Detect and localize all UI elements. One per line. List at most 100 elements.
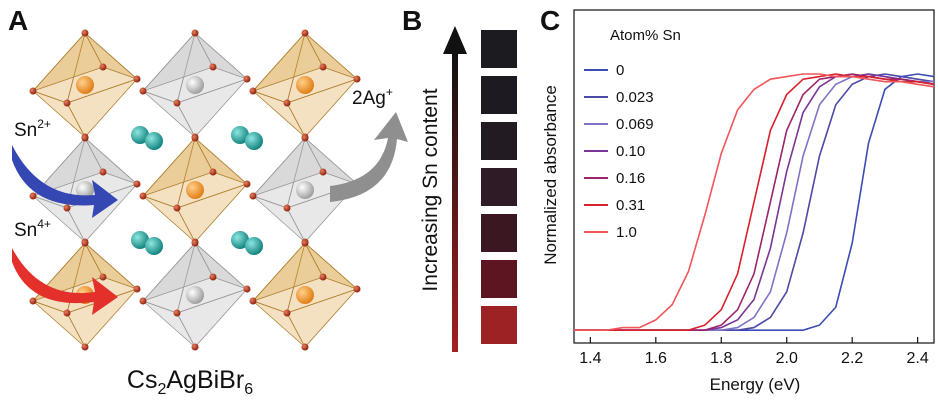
br-atom [30, 298, 37, 305]
br-atom [134, 286, 141, 293]
br-atom [82, 240, 89, 247]
br-atom [250, 193, 257, 200]
b-site-atom [186, 286, 204, 304]
b-site-atom [186, 181, 204, 199]
label-text: Sn [14, 220, 37, 241]
color-swatch [481, 260, 517, 298]
br-atom [244, 76, 251, 83]
arrow-shaft [452, 52, 458, 352]
br-atom [174, 310, 181, 317]
color-swatch [481, 76, 517, 114]
br-atom [302, 240, 309, 247]
x-tick-label: 1.4 [579, 350, 601, 367]
legend-label: 1.0 [616, 224, 637, 241]
panel-label: A [8, 5, 28, 36]
legend-title: Atom% Sn [610, 27, 681, 44]
br-atom [140, 193, 147, 200]
br-atom [284, 100, 291, 107]
x-tick-label: 2.4 [907, 350, 929, 367]
br-atom [320, 169, 327, 176]
br-atom [244, 286, 251, 293]
b-site-atom [76, 76, 94, 94]
x-tick-label: 2.0 [776, 350, 798, 367]
formula-part: AgBiBr [166, 366, 244, 394]
br-atom [174, 100, 181, 107]
subscript: 2 [157, 381, 166, 398]
formula: Cs2AgBiBr6 [127, 366, 253, 398]
cs-atom [245, 132, 263, 150]
b-site-atom [296, 181, 314, 199]
superscript: + [386, 85, 393, 99]
x-tick-label: 1.6 [645, 350, 667, 367]
b-site-atom [186, 76, 204, 94]
label-text: 2Ag [352, 88, 386, 109]
ag-label: 2Ag+ [352, 85, 393, 109]
br-atom [82, 344, 89, 351]
legend-label: 0.10 [616, 143, 645, 160]
br-atom [134, 76, 141, 83]
br-atom [192, 240, 199, 247]
br-atom [284, 205, 291, 212]
br-atom [244, 181, 251, 188]
br-atom [30, 88, 37, 95]
br-atom [140, 298, 147, 305]
x-tick-label: 1.8 [710, 350, 732, 367]
br-atom [302, 30, 309, 37]
br-atom [192, 344, 199, 351]
cs-atom [245, 237, 263, 255]
legend-label: 0.069 [616, 116, 654, 133]
br-atom [100, 274, 107, 281]
br-atom [30, 193, 37, 200]
br-atom [210, 64, 217, 71]
axis-label: Increasing Sn content [419, 88, 442, 291]
sn2-label: Sn2+ [14, 117, 51, 141]
br-atom [64, 100, 71, 107]
arrow [330, 112, 408, 202]
br-atom [174, 205, 181, 212]
page: {"panel_a": {"label": "A", "sn2": {"base… [0, 0, 938, 401]
superscript: 4+ [37, 217, 51, 231]
br-atom [100, 64, 107, 71]
x-tick-label: 2.2 [841, 350, 863, 367]
br-atom [64, 205, 71, 212]
sn4-label: Sn4+ [14, 217, 51, 241]
y-axis-label: Normalized absorbance [541, 85, 560, 265]
br-atom [134, 181, 141, 188]
br-atom [82, 30, 89, 37]
br-atom [210, 274, 217, 281]
color-swatch [481, 122, 517, 160]
br-atom [250, 88, 257, 95]
b-site-atom [296, 286, 314, 304]
label-text: Sn [14, 120, 37, 141]
br-atom [192, 135, 199, 142]
panel-label: B [402, 5, 422, 36]
color-swatch [481, 168, 517, 206]
br-atom [64, 310, 71, 317]
formula-part: Cs [127, 366, 158, 394]
subscript: 6 [244, 381, 253, 398]
br-atom [210, 169, 217, 176]
br-atom [140, 88, 147, 95]
br-atom [320, 274, 327, 281]
color-swatch [481, 30, 517, 68]
color-swatch [481, 306, 517, 344]
legend-label: 0.023 [616, 89, 654, 106]
br-atom [320, 64, 327, 71]
br-atom [250, 298, 257, 305]
legend-label: 0.31 [616, 197, 645, 214]
figure: A Sn2+ Sn4+ 2Ag+ Cs2AgBiBr6 B Increasing… [0, 0, 938, 401]
br-atom [302, 344, 309, 351]
legend-label: 0 [616, 62, 624, 79]
br-atom [354, 76, 361, 83]
panel-label: C [540, 5, 560, 36]
br-atom [192, 30, 199, 37]
swatches [481, 30, 517, 344]
x-axis-label: Energy (eV) [710, 375, 801, 394]
br-atom [354, 286, 361, 293]
b-site-atom [296, 76, 314, 94]
crystal-structure [12, 30, 408, 351]
br-atom [100, 169, 107, 176]
superscript: 2+ [37, 117, 51, 131]
arrow-head [443, 26, 467, 54]
